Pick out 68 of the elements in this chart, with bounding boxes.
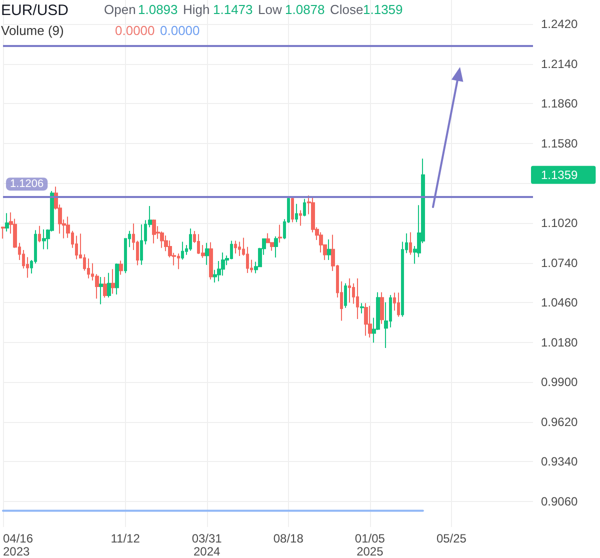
candlestick [327, 238, 331, 260]
candlestick [303, 198, 306, 217]
y-tick-label: 1.1020 [541, 216, 578, 230]
candlestick [107, 272, 111, 298]
ref-line-label: 1.1206 [10, 178, 44, 190]
candlestick [299, 210, 302, 226]
candlestick [234, 240, 237, 254]
candlestick [380, 292, 384, 324]
candlestick [99, 276, 103, 305]
candlestick [291, 196, 294, 223]
candlestick [209, 242, 213, 280]
annotation: 1.1359 [363, 2, 403, 17]
x-tick-label: 04/16 2023 [3, 532, 34, 558]
candlestick [111, 268, 115, 294]
x-tick-label: 11/12 [110, 532, 140, 546]
candlestick [295, 203, 298, 223]
x-tick-label: 01/05 2025 [354, 532, 386, 558]
candlestick [409, 232, 412, 256]
candlestick [152, 218, 156, 244]
y-tick-label: 0.9900 [541, 375, 578, 390]
candlestick [75, 235, 78, 260]
candlestick [205, 242, 209, 266]
y-tick-label: 1.0180 [541, 335, 578, 350]
candlestick [344, 282, 347, 308]
chart-title: EUR/USD [1, 2, 69, 19]
annotation: High [183, 2, 210, 17]
candlestick [181, 241, 184, 260]
annotation: Volume (9) [1, 23, 64, 38]
candlestick [348, 278, 351, 304]
candlestick [87, 258, 90, 279]
y-tick-label: 1.2420 [541, 17, 578, 32]
candlestick [278, 224, 282, 244]
candlestick [5, 212, 9, 232]
candlestick [189, 228, 192, 252]
annotation: 0.0000 [115, 23, 155, 38]
candlestick [368, 305, 372, 338]
text: 1.1359 [541, 168, 578, 182]
y-tick-label: 1.0460 [541, 296, 578, 310]
annotation: Low [258, 2, 282, 17]
candlestick [238, 241, 241, 256]
y-tick-label: 1.0740 [541, 256, 578, 270]
candlestick [38, 225, 41, 243]
annotation: Close [330, 2, 364, 17]
candlestick [119, 260, 123, 276]
candlestick [115, 263, 119, 295]
candlestick [103, 276, 107, 298]
candlestick [42, 228, 46, 250]
candlestick [360, 302, 364, 314]
x-tick-label: 05/25 [436, 532, 467, 546]
candlestick [1, 226, 5, 240]
annotation: 0.0000 [160, 23, 200, 38]
candlestick [274, 236, 278, 258]
y-tick-label: 0.9060 [541, 494, 578, 508]
y-tick-label: 1.1860 [541, 96, 578, 111]
x-tick-label: 08/18 [273, 532, 304, 546]
annotation: 1.1473 [213, 2, 253, 17]
candlestick [140, 224, 143, 266]
candlestick [364, 302, 368, 336]
x-tick-label: 03/31 2024 [192, 532, 222, 558]
annotation: 1.0893 [138, 2, 178, 17]
y-tick-label: 1.2140 [541, 56, 578, 71]
candlestick [397, 292, 400, 318]
y-tick-label: 0.9620 [541, 414, 578, 429]
y-tick-label: 0.9340 [541, 454, 578, 469]
candlestick [356, 278, 359, 320]
annotation: 1.0878 [285, 2, 325, 17]
annotation: Open [104, 2, 136, 17]
y-tick-label: 1.1580 [541, 136, 578, 150]
